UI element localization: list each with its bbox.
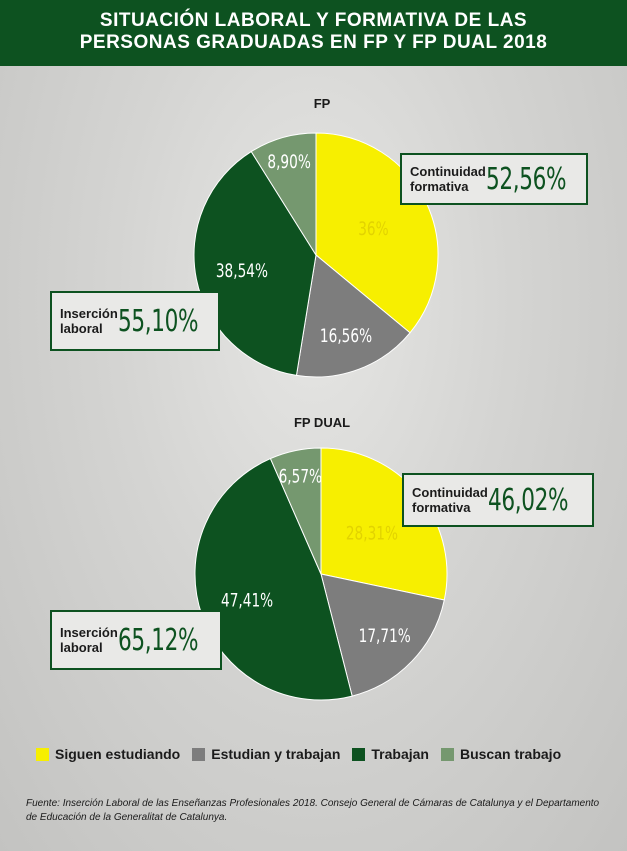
fp-slice-label-siguen: 36% — [358, 218, 388, 240]
legend-label: Siguen estudiando — [55, 746, 181, 762]
fp-slice-label-buscan: 8,90% — [267, 151, 310, 173]
fpdual-slice-label-estudian: 17,71% — [359, 625, 411, 647]
fpdual-insercion-label: Inserción laboral — [60, 625, 118, 655]
fpdual-chart-title: FP DUAL — [294, 415, 350, 430]
fp-slice-label-trabajan: 38,54% — [216, 260, 268, 282]
fpdual-continuidad-callout: Continuidad formativa 46,02% — [402, 473, 594, 527]
charts-area: FP 36% 16,56% 38,54% 8,90% FP DUAL 28,31% 17,71… — [193, 96, 448, 701]
fp-insercion-value: 55,10% — [117, 303, 199, 339]
legend-label: Trabajan — [371, 746, 429, 762]
legend-swatch — [352, 747, 366, 761]
legend-item-estudian: Estudian y trabajan — [192, 746, 340, 762]
title-line-2: PERSONAS GRADUADAS EN FP Y FP DUAL 2018 — [79, 32, 548, 53]
fpdual-slice-label-trabajan: 47,41% — [221, 589, 273, 611]
legend-item-buscan: Buscan trabajo — [440, 746, 562, 762]
fp-slice-estudian — [295, 254, 411, 378]
legend-label: Estudian y trabajan — [211, 746, 341, 762]
title-line-1: SITUACIÓN LABORAL Y FORMATIVA DE LAS — [99, 10, 528, 31]
title-banner: SITUACIÓN LABORAL Y FORMATIVA DE LAS PER… — [0, 0, 627, 66]
fp-insercion-callout: Inserción laboral 55,10% — [50, 291, 220, 351]
legend: Siguen estudiando Estudian y trabajan Tr… — [36, 746, 573, 762]
fpdual-slice-label-siguen: 28,31% — [346, 522, 398, 544]
legend-swatch — [440, 747, 454, 761]
fp-continuidad-callout: Continuidad formativa 52,56% — [400, 153, 588, 205]
fpdual-continuidad-label: Continuidad formativa — [412, 485, 488, 515]
fp-chart-title: FP — [314, 96, 331, 111]
fpdual-insercion-callout: Inserción laboral 65,12% — [50, 610, 222, 670]
fp-slice-buscan — [250, 132, 317, 257]
fpdual-slice-buscan — [269, 447, 322, 575]
fp-slice-label-estudian: 16,56% — [320, 325, 372, 347]
legend-label: Buscan trabajo — [459, 746, 562, 762]
fpdual-slice-label-buscan: 6,57% — [279, 465, 322, 487]
legend-swatch — [192, 747, 206, 761]
fp-insercion-label: Inserción laboral — [60, 306, 118, 336]
fpdual-slice-estudian — [320, 573, 445, 697]
fpdual-continuidad-value: 46,02% — [487, 482, 569, 518]
legend-item-siguen: Siguen estudiando — [36, 746, 180, 762]
source-note: Fuente: Inserción Laboral de las Enseñan… — [26, 798, 600, 823]
fp-continuidad-value: 52,56% — [485, 161, 567, 197]
legend-swatch — [36, 747, 49, 761]
fpdual-insercion-value: 65,12% — [117, 622, 199, 658]
fp-slice-trabajan — [193, 150, 317, 377]
legend-item-trabajan: Trabajan — [352, 746, 429, 762]
fp-continuidad-label: Continuidad formativa — [410, 164, 486, 194]
